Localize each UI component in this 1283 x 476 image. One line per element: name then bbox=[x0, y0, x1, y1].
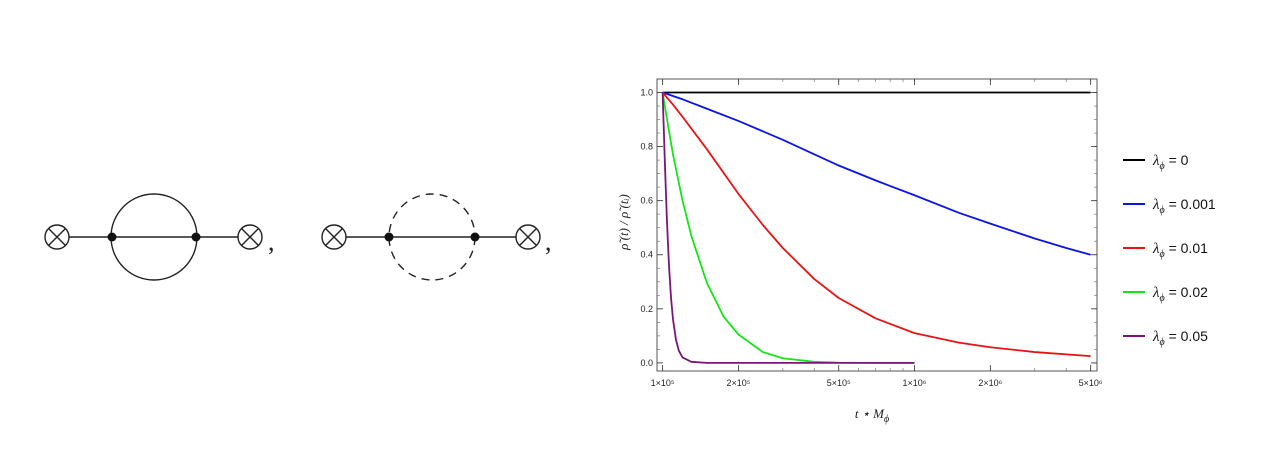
separator-comma: , bbox=[545, 227, 552, 256]
internal-vertex-left bbox=[384, 232, 394, 242]
legend-item: λϕ = 0.01 bbox=[1123, 240, 1208, 260]
legend-item: λϕ = 0.001 bbox=[1123, 196, 1216, 216]
y-ticks: 0.0 0.2 0.4 0.6 0.8 1.0 bbox=[640, 88, 1097, 368]
minor-ticks bbox=[657, 79, 1097, 371]
x-tick-label: 2×10⁶ bbox=[978, 378, 1002, 388]
legend: λϕ = 0 λϕ = 0.001 λϕ = 0.01 λϕ = 0.02 λϕ = 0… bbox=[1123, 152, 1216, 348]
x-tick-label: 5×10⁵ bbox=[827, 378, 851, 388]
x-tick-label: 2×10⁵ bbox=[726, 378, 750, 388]
series-line-1 bbox=[662, 91, 1091, 256]
y-axis-label: ρ̃ (t) / ρ̃ (tᵢ) bbox=[616, 194, 631, 251]
y-tick-label: 1.0 bbox=[640, 88, 653, 98]
separator-comma: , bbox=[268, 227, 275, 256]
y-tick-label: 0.8 bbox=[640, 142, 653, 152]
internal-vertex-right bbox=[191, 232, 201, 242]
series-line-4 bbox=[661, 92, 915, 364]
diagram-dashed-loop: , bbox=[321, 193, 552, 281]
internal-vertex-left bbox=[107, 232, 117, 242]
series-lines bbox=[661, 91, 1091, 364]
legend-item: λϕ = 0.05 bbox=[1123, 328, 1208, 348]
legend-item: λϕ = 0 bbox=[1123, 152, 1189, 172]
series-line-2 bbox=[661, 91, 1091, 358]
x-tick-label: 5×10⁶ bbox=[1079, 378, 1103, 388]
external-vertex-right-icon bbox=[237, 224, 263, 250]
x-axis-label: t ⋆ Mϕ bbox=[855, 406, 889, 425]
x-tick-label: 1×10⁵ bbox=[651, 378, 675, 388]
x-ticks: 1×10⁵ 2×10⁵ 5×10⁵ 1×10⁶ 2×10⁶ 5×10⁶ bbox=[651, 79, 1103, 388]
y-tick-label: 0.4 bbox=[640, 250, 653, 260]
legend-label: λϕ = 0.01 bbox=[1152, 240, 1208, 260]
external-vertex-left-icon bbox=[44, 224, 70, 250]
y-tick-label: 0.2 bbox=[640, 304, 653, 314]
diagram-solid-loop: , bbox=[44, 193, 275, 281]
external-vertex-left-icon bbox=[321, 224, 347, 250]
legend-label: λϕ = 0.001 bbox=[1152, 196, 1216, 216]
x-tick-label: 1×10⁶ bbox=[903, 378, 927, 388]
y-tick-label: 0.6 bbox=[640, 196, 653, 206]
chart: 1×10⁵ 2×10⁵ 5×10⁵ 1×10⁶ 2×10⁶ 5×10⁶ 0.0 0.2 0.4… bbox=[616, 78, 1216, 425]
series-line-3 bbox=[661, 92, 915, 364]
legend-label: λϕ = 0 bbox=[1152, 152, 1189, 172]
external-vertex-right-icon bbox=[515, 224, 541, 250]
legend-label: λϕ = 0.05 bbox=[1152, 328, 1208, 348]
internal-vertex-right bbox=[470, 232, 480, 242]
legend-label: λϕ = 0.02 bbox=[1152, 284, 1208, 304]
y-tick-label: 0.0 bbox=[640, 358, 653, 368]
plot-frame bbox=[656, 78, 1098, 372]
legend-item: λϕ = 0.02 bbox=[1123, 284, 1208, 304]
